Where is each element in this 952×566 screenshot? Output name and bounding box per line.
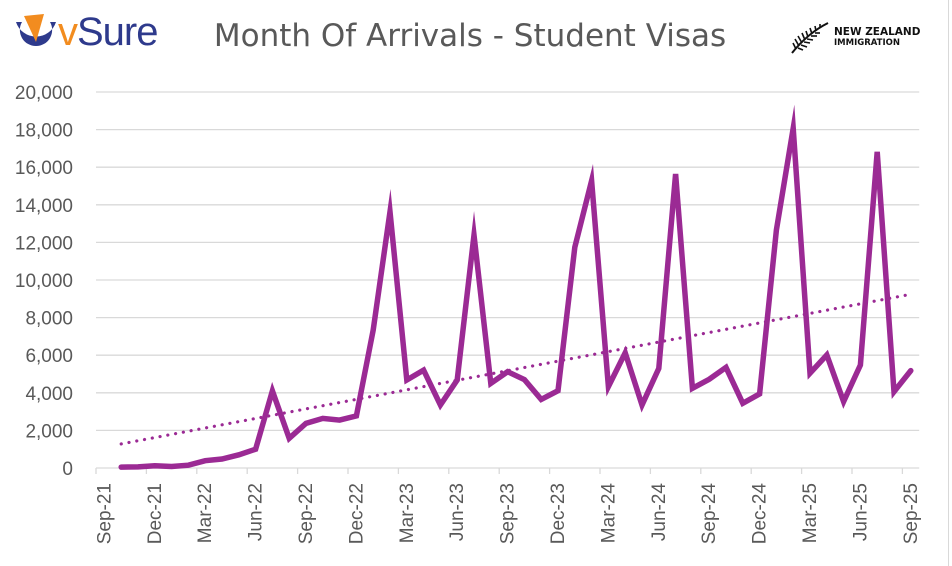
frame-border bbox=[948, 0, 949, 566]
x-tick-label: Mar-25 bbox=[800, 483, 821, 543]
nz-logo-text: NEW ZEALAND IMMIGRATION bbox=[834, 27, 920, 49]
data-series-line bbox=[118, 104, 914, 470]
x-tick-label: Sep-22 bbox=[296, 483, 317, 544]
logo-text-sure: Sure bbox=[77, 10, 158, 54]
nz-immigration-logo: NEW ZEALAND IMMIGRATION bbox=[790, 18, 930, 58]
x-tick-label: Mar-22 bbox=[195, 483, 216, 543]
x-tick-label: Jun-25 bbox=[850, 483, 871, 541]
y-tick-label: 4,000 bbox=[25, 384, 73, 405]
logo-text-v: v bbox=[58, 10, 78, 54]
y-tick-label: 16,000 bbox=[15, 158, 73, 179]
vsure-logo-text: vSure bbox=[58, 12, 158, 52]
trendline bbox=[119, 292, 913, 446]
y-tick-label: 18,000 bbox=[15, 121, 73, 142]
y-tick-label: 8,000 bbox=[25, 309, 73, 330]
x-tick-label: Sep-23 bbox=[498, 483, 519, 544]
nz-logo-line2: IMMIGRATION bbox=[834, 38, 900, 48]
x-tick-label: Jun-24 bbox=[649, 483, 670, 542]
x-tick-label: Dec-23 bbox=[548, 483, 569, 544]
nz-logo-line1: NEW ZEALAND bbox=[834, 26, 921, 38]
x-tick-label: Dec-21 bbox=[145, 483, 166, 544]
x-tick-label: Dec-22 bbox=[346, 483, 367, 544]
vsure-v-mark-icon bbox=[16, 14, 56, 47]
y-tick-label: 10,000 bbox=[15, 271, 73, 292]
y-tick-label: 2,000 bbox=[25, 421, 73, 442]
vsure-logo: vSure bbox=[14, 10, 174, 54]
y-axis: 0 2,000 4,000 6,000 8,000 10,000 12,000 14,000 1… bbox=[15, 83, 73, 480]
x-tick-label: Sep-21 bbox=[94, 483, 115, 544]
x-tick-label: Sep-25 bbox=[901, 483, 922, 544]
x-tick-label: Mar-23 bbox=[397, 483, 418, 543]
x-tick-label: Dec-24 bbox=[750, 483, 771, 545]
y-tick-label: 6,000 bbox=[25, 346, 73, 367]
x-axis: Sep-21 Dec-21 Mar-22 Jun-22 Sep-22 Dec-22 Mar-… bbox=[94, 467, 922, 545]
x-tick-label: Mar-24 bbox=[598, 483, 619, 544]
x-tick-label: Jun-23 bbox=[447, 483, 468, 541]
x-tick-label: Sep-24 bbox=[699, 483, 720, 545]
silver-fern-icon bbox=[791, 22, 829, 54]
chart-title: Month Of Arrivals - Student Visas bbox=[213, 18, 727, 54]
y-tick-label: 14,000 bbox=[15, 196, 73, 217]
y-tick-label: 20,000 bbox=[15, 83, 73, 104]
y-tick-label: 0 bbox=[62, 459, 73, 480]
y-tick-label: 12,000 bbox=[15, 233, 73, 254]
x-tick-label: Jun-22 bbox=[246, 483, 267, 541]
